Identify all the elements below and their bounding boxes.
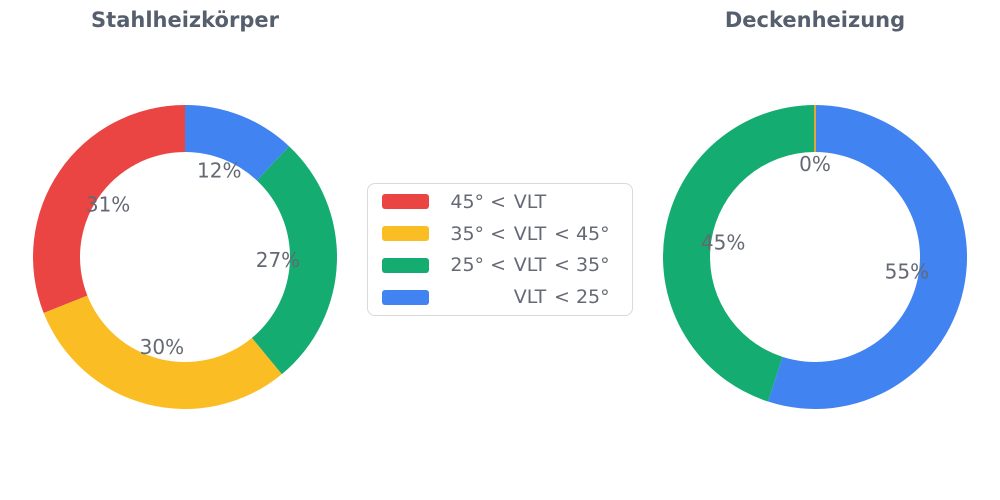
legend-swatch-red [382, 194, 429, 210]
legend: 45° < VLT 35° < VLT < 45° 25° < VLT < 35° VLT < 2… [367, 183, 633, 316]
legend-label-part: 25° < [450, 254, 506, 277]
legend-label-part: < 45° [554, 222, 610, 245]
slice-value-label: 45% [701, 230, 745, 254]
slice-value-label: 0% [799, 152, 831, 176]
legend-item-green[interactable]: 25° < VLT < 35° [382, 250, 618, 282]
legend-swatch-yellow [382, 226, 429, 242]
pie-slice-blue[interactable] [768, 105, 968, 410]
slice-value-label: 27% [256, 248, 300, 272]
chart-title-deckenheizung: Deckenheizung [724, 8, 906, 32]
chart-title-stahlheizkoerper: Stahlheizkörper [91, 8, 279, 32]
legend-label-part: VLT [513, 254, 547, 277]
legend-label-part: VLT [513, 222, 547, 245]
slice-value-label: 31% [86, 193, 130, 217]
slice-value-label: 55% [885, 260, 929, 284]
legend-swatch-green [382, 257, 429, 273]
pie-slice-green[interactable] [663, 105, 815, 402]
legend-label-part: 45° < [450, 190, 506, 213]
pie-slice-green[interactable] [251, 146, 337, 375]
legend-item-yellow[interactable]: 35° < VLT < 45° [382, 218, 618, 250]
legend-label-part: 35° < [450, 222, 506, 245]
slice-value-label: 30% [140, 335, 184, 359]
legend-label-part: < 35° [554, 254, 610, 277]
donut-chart-stahlheizkoerper: 31% 30% 27% 12% [32, 105, 337, 409]
legend-label-part: < 25° [554, 286, 610, 309]
legend-label-part: VLT [513, 190, 547, 213]
legend-swatch-blue [382, 289, 429, 305]
pie-slice-blue[interactable] [185, 105, 290, 181]
donut-chart-deckenheizung: 0% 45% 55% [663, 105, 968, 410]
slice-value-label: 12% [197, 159, 241, 183]
legend-label-part: VLT [513, 286, 547, 309]
legend-item-red[interactable]: 45° < VLT [382, 186, 618, 218]
pie-slice-yellow[interactable] [43, 295, 282, 409]
legend-item-blue[interactable]: VLT < 25° [382, 281, 618, 313]
pie-slice-red[interactable] [32, 105, 185, 313]
